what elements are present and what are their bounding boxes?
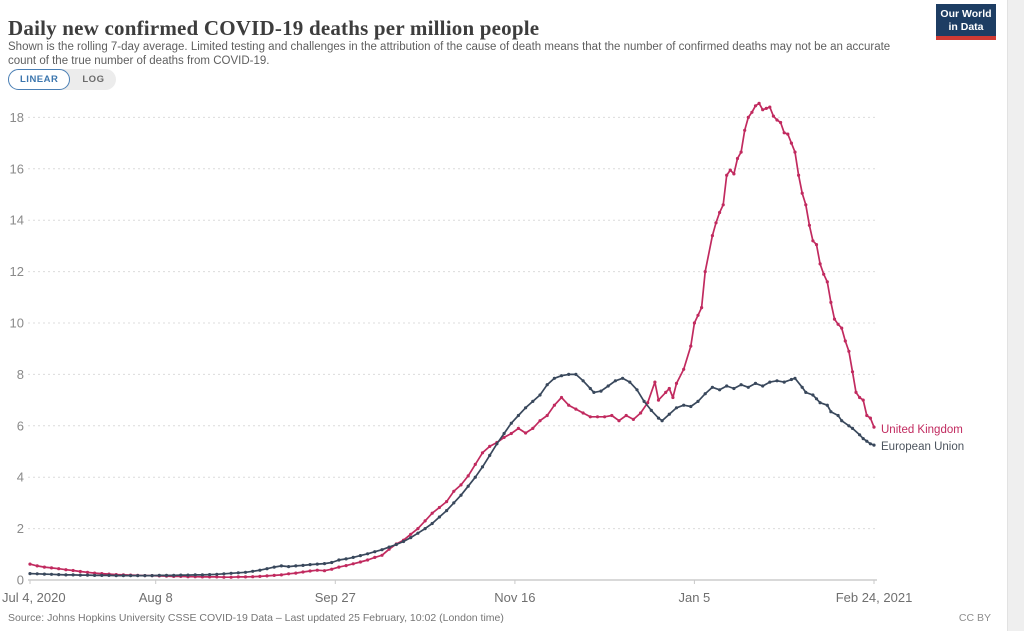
- owid-logo[interactable]: Our World in Data: [936, 4, 996, 40]
- x-tick-label: Jan 5: [678, 590, 710, 605]
- scale-toggle: LINEAR LOG: [8, 69, 117, 90]
- y-tick-label: 12: [10, 264, 24, 279]
- y-tick-label: 14: [10, 213, 24, 228]
- chart-subtitle: Shown is the rolling 7-day average. Limi…: [8, 40, 891, 67]
- series-european-union[interactable]: [28, 372, 876, 578]
- owid-logo-line2: in Data: [948, 20, 984, 33]
- series-label-european-union[interactable]: European Union: [881, 441, 965, 453]
- y-tick-label: 6: [17, 418, 24, 433]
- x-tick-label: Aug 8: [139, 590, 173, 605]
- chart-footer: Source: Johns Hopkins University CSSE CO…: [8, 612, 991, 624]
- x-axis: Jul 4, 2020 Aug 8 Sep 27 Nov 16 Jan 5 Feb 24,…: [2, 580, 912, 605]
- x-tick-label: Nov 16: [494, 590, 535, 605]
- series-united-kingdom[interactable]: [28, 101, 876, 579]
- log-scale-button[interactable]: LOG: [82, 74, 105, 85]
- x-tick-label: Sep 27: [315, 590, 356, 605]
- x-tick-label: Jul 4, 2020: [2, 590, 66, 605]
- linear-scale-button[interactable]: LINEAR: [8, 69, 71, 90]
- license-link[interactable]: CC BY: [958, 612, 991, 624]
- y-tick-label: 18: [10, 110, 24, 125]
- x-tick-label: Feb 24, 2021: [836, 590, 913, 605]
- series-label-united-kingdom[interactable]: United Kingdom: [881, 424, 963, 436]
- y-tick-label: 10: [10, 316, 24, 331]
- y-tick-label: 16: [10, 161, 24, 176]
- source-note: Source: Johns Hopkins University CSSE CO…: [8, 612, 504, 624]
- page-title: Daily new confirmed COVID-19 deaths per …: [8, 16, 540, 41]
- y-gridlines: 0 2 4 6 8 10 12 14 16 18: [10, 110, 877, 588]
- y-tick-label: 8: [17, 367, 24, 382]
- y-tick-label: 4: [17, 470, 24, 485]
- owid-logo-line1: Our World: [940, 8, 992, 20]
- y-tick-label: 2: [17, 521, 24, 536]
- y-tick-label: 0: [17, 573, 24, 588]
